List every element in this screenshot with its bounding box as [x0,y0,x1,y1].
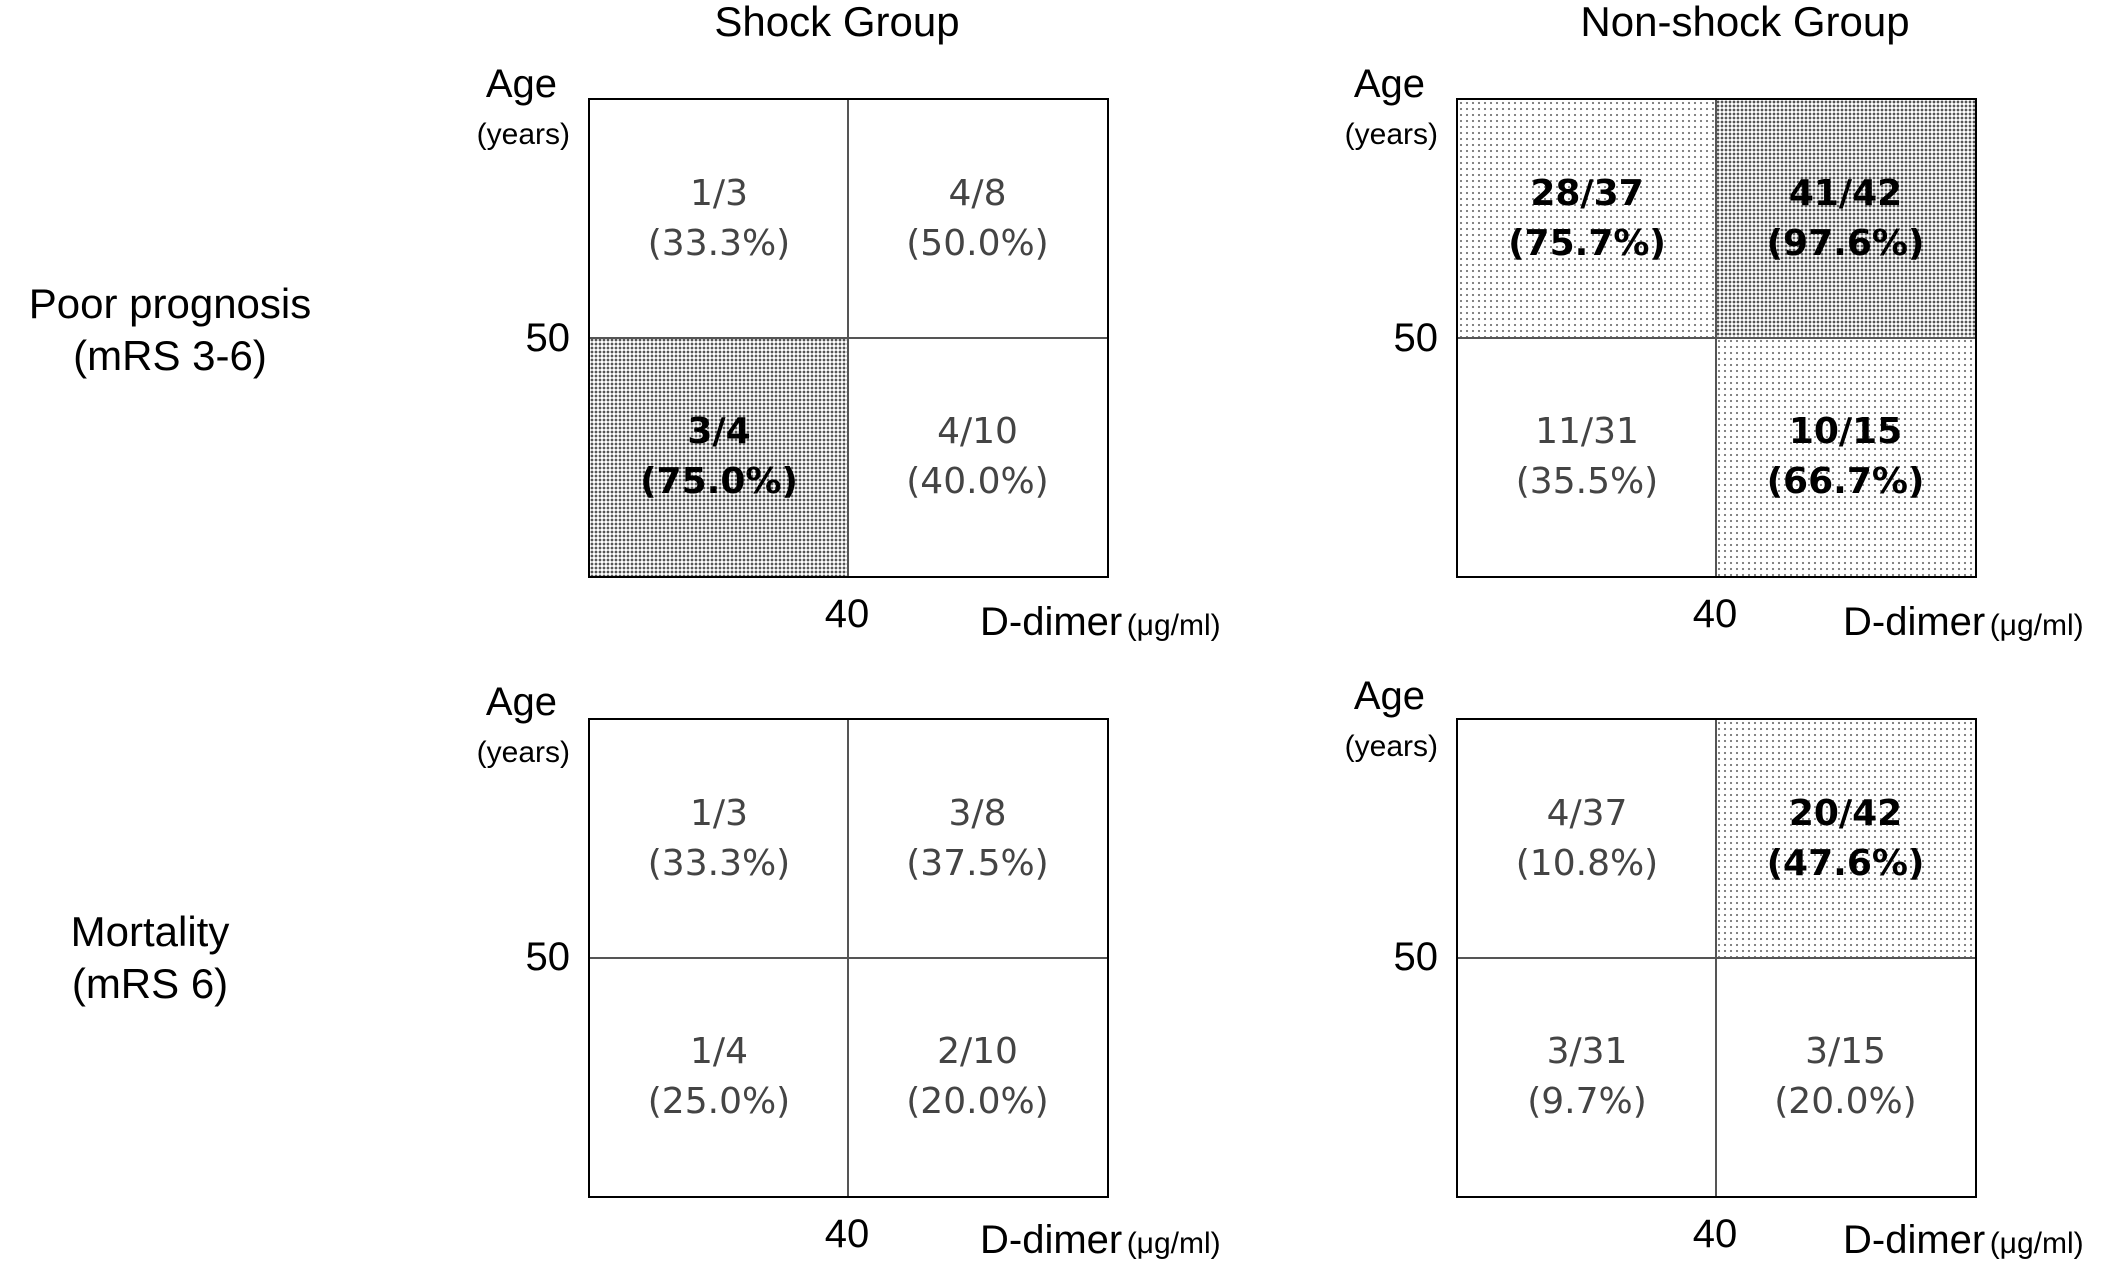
cell-percent: (20.0%) [906,1081,1049,1122]
cell-percent: (75.0%) [640,461,798,502]
cell-fraction: 3/15 [1805,1031,1886,1072]
age-divider [1458,337,1975,339]
cell-percent: (10.8%) [1515,843,1659,884]
row-label-mortality-line1: Mortality [70,908,230,955]
cell-fraction: 41/42 [1788,173,1903,214]
x-axis-title: D-dimer [1843,1218,1986,1262]
cell-fraction: 3/31 [1546,1031,1628,1072]
cell-fraction: 3/8 [948,793,1007,834]
cell-fraction: 20/42 [1788,793,1903,834]
nonshock-group-header: Non-shock Group [1580,0,1910,45]
x-axis-label: D-dimer (μg/ml) [980,600,1221,645]
x-axis-label: D-dimer (μg/ml) [1843,600,2084,645]
cell-young-high-ddimer: 4/10 (40.0%) [848,338,1107,576]
cell-percent: (40.0%) [906,461,1049,502]
cell-percent: (35.5%) [1515,461,1659,502]
cell-fraction: 28/37 [1530,173,1644,214]
cell-young-high-ddimer: 3/15 (20.0%) [1716,958,1975,1196]
y-axis-title: Age [485,62,557,106]
y-axis-unit: (years) [476,736,570,769]
cell-old-high-ddimer: 41/42 (97.6%) [1716,100,1975,338]
x-threshold-tick: 40 [1692,1212,1738,1256]
x-axis-unit: (μg/ml) [1126,1227,1221,1260]
cell-percent: (66.7%) [1766,461,1925,502]
y-threshold-tick: 50 [1393,316,1439,360]
cell-fraction: 11/31 [1535,411,1639,452]
cell-percent: (75.7%) [1508,223,1666,264]
cell-percent: (9.7%) [1527,1081,1647,1122]
cell-fraction: 1/3 [690,793,748,834]
cell-fraction: 3/4 [687,411,751,452]
x-axis-label: D-dimer (μg/ml) [1843,1218,2084,1263]
cell-percent: (97.6%) [1766,223,1925,264]
cell-old-high-ddimer: 3/8 (37.5%) [848,720,1107,958]
cell-old-low-ddimer: 1/3 (33.3%) [590,720,848,958]
cell-fraction: 10/15 [1788,411,1903,452]
y-axis-unit: (years) [1344,730,1438,763]
row-label-poor-line2: (mRS 3-6) [73,332,267,379]
cell-young-high-ddimer: 2/10 (20.0%) [848,958,1107,1196]
cell-percent: (33.3%) [647,223,791,264]
y-axis-title: Age [485,680,557,724]
cell-young-low-ddimer: 3/31 (9.7%) [1458,958,1716,1196]
cell-old-high-ddimer: 4/8 (50.0%) [848,100,1107,338]
cell-old-high-ddimer: 20/42 (47.6%) [1716,720,1975,958]
x-axis-title: D-dimer [980,600,1123,644]
x-axis-unit: (μg/ml) [1989,609,2084,642]
panel-mortality-nonshock: 4/37 (10.8%) 20/42 (47.6%) 3/31 (9.7%) 3… [1456,718,1977,1198]
age-divider [1458,957,1975,959]
x-axis-unit: (μg/ml) [1126,609,1221,642]
cell-fraction: 1/3 [690,173,748,214]
cell-fraction: 1/4 [690,1031,748,1072]
cell-fraction: 2/10 [937,1031,1018,1072]
cell-percent: (50.0%) [906,223,1049,264]
y-axis-title: Age [1353,62,1425,106]
age-divider [590,337,1107,339]
panel-mortality-shock: 1/3 (33.3%) 3/8 (37.5%) 1/4 (25.0%) 2/10… [588,718,1109,1198]
cell-fraction: 4/8 [948,173,1007,214]
cell-percent: (47.6%) [1766,843,1925,884]
cell-fraction: 4/37 [1546,793,1628,834]
y-axis-title: Age [1353,674,1425,718]
x-axis-unit: (μg/ml) [1989,1227,2084,1260]
panel-poor-nonshock: 28/37 (75.7%) 41/42 (97.6%) 11/31 (35.5%… [1456,98,1977,578]
cell-young-low-ddimer: 1/4 (25.0%) [590,958,848,1196]
cell-percent: (20.0%) [1774,1081,1917,1122]
x-threshold-tick: 40 [1692,592,1738,636]
row-label-mortality-line2: (mRS 6) [71,960,229,1007]
cell-old-low-ddimer: 1/3 (33.3%) [590,100,848,338]
x-threshold-tick: 40 [824,592,870,636]
cell-fraction: 4/10 [937,411,1018,452]
y-threshold-tick: 50 [525,935,571,979]
row-label-poor-prognosis: Poor prognosis (mRS 3-6) [10,278,330,382]
y-axis-unit: (years) [476,118,570,151]
y-axis-unit: (years) [1344,118,1438,151]
x-axis-title: D-dimer [980,1218,1123,1262]
row-label-poor-line1: Poor prognosis [28,280,312,327]
row-label-mortality: Mortality (mRS 6) [0,906,310,1010]
cell-old-low-ddimer: 4/37 (10.8%) [1458,720,1716,958]
cell-percent: (33.3%) [647,843,791,884]
x-threshold-tick: 40 [824,1212,870,1256]
panel-poor-shock: 1/3 (33.3%) 4/8 (50.0%) 3/4 (75.0%) 4/10… [588,98,1109,578]
age-divider [590,957,1107,959]
cell-old-low-ddimer: 28/37 (75.7%) [1458,100,1716,338]
shock-group-header: Shock Group [714,0,960,45]
cell-young-low-ddimer: 3/4 (75.0%) [590,338,848,576]
y-threshold-tick: 50 [525,316,571,360]
cell-percent: (37.5%) [906,843,1049,884]
y-threshold-tick: 50 [1393,935,1439,979]
cell-young-low-ddimer: 11/31 (35.5%) [1458,338,1716,576]
x-axis-label: D-dimer (μg/ml) [980,1218,1221,1263]
x-axis-title: D-dimer [1843,600,1986,644]
cell-young-high-ddimer: 10/15 (66.7%) [1716,338,1975,576]
cell-percent: (25.0%) [647,1081,791,1122]
